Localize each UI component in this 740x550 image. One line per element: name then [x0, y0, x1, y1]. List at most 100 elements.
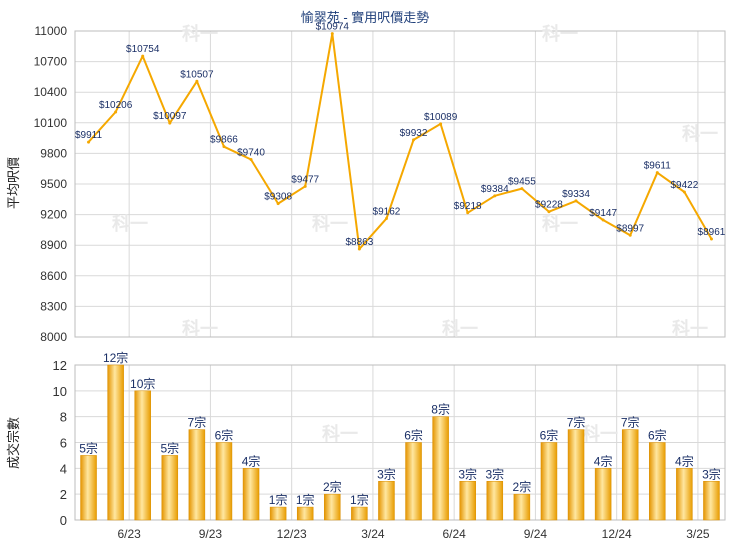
price-data-label: $9477	[291, 174, 319, 185]
volume-plot-border	[74, 364, 726, 521]
price-y-tick-labels: 8000 8300 8600 8900 9200 9500 9800 10100 10400 10…	[34, 24, 68, 344]
volume-bar	[405, 442, 422, 521]
volume-y-tick-label: 4	[60, 461, 67, 476]
volume-bar	[269, 506, 287, 521]
price-point	[412, 138, 416, 142]
volume-bar	[676, 468, 693, 521]
price-point	[709, 237, 713, 241]
watermark-text: 科一	[542, 23, 578, 44]
price-y-tick-label: 9200	[40, 208, 67, 222]
price-y-tick-label: 8000	[40, 330, 67, 344]
volume-bar	[296, 506, 314, 521]
price-data-label: $10507	[180, 69, 214, 80]
watermark-text: 科一	[582, 423, 618, 444]
volume-bar	[324, 493, 341, 521]
price-point	[439, 122, 443, 126]
volume-bar	[432, 416, 449, 521]
price-point	[574, 199, 578, 203]
price-data-label: $10206	[99, 100, 133, 111]
volume-y-tick-label: 2	[60, 487, 67, 502]
price-data-label: $9866	[210, 135, 238, 146]
volume-bar	[80, 455, 97, 521]
price-data-label: $9932	[400, 128, 428, 139]
price-data-label: $8863	[345, 237, 373, 248]
price-point	[493, 194, 497, 198]
price-y-tick-label: 9500	[40, 177, 67, 191]
price-y-tick-label: 10700	[34, 55, 68, 69]
volume-bar	[513, 493, 531, 521]
price-point	[601, 218, 605, 222]
volume-data-label: 1宗	[269, 492, 288, 507]
volume-bar	[649, 442, 666, 521]
volume-bar	[242, 468, 260, 521]
x-tick-label: 9/24	[524, 527, 548, 541]
price-data-labels: $9911 $10206 $10754 $10097 $10507 $9866 $9740 $…	[75, 22, 726, 248]
volume-data-label: 6宗	[404, 428, 423, 443]
watermark-text: 科一	[682, 123, 718, 144]
price-point	[466, 211, 470, 215]
x-tick-label: 6/24	[442, 527, 466, 541]
price-y-axis-label: 平均呎價	[6, 157, 21, 209]
volume-data-label: 5宗	[79, 440, 98, 455]
price-point	[141, 54, 145, 58]
volume-y-tick-label: 12	[53, 358, 67, 373]
volume-data-label: 3宗	[377, 466, 396, 481]
volume-bar	[107, 364, 124, 521]
price-point	[303, 184, 307, 188]
price-data-label: $9384	[481, 184, 509, 195]
volume-y-tick-label: 0	[60, 513, 67, 528]
volume-bar	[161, 455, 179, 521]
price-point	[168, 121, 172, 125]
price-point	[682, 190, 686, 194]
volume-data-label: 4宗	[594, 453, 613, 468]
x-tick-label: 6/23	[117, 527, 141, 541]
price-data-label: $9455	[508, 177, 536, 188]
price-data-label: $9334	[562, 189, 590, 200]
x-tick-label: 3/24	[361, 527, 385, 541]
volume-y-tick-label: 8	[60, 410, 67, 425]
volume-y-tick-label: 10	[53, 384, 67, 399]
volume-data-label: 8宗	[431, 402, 450, 417]
volume-bar	[486, 481, 504, 521]
volume-data-label: 6宗	[540, 428, 559, 443]
volume-bar	[703, 481, 720, 521]
watermark-text: 科一	[312, 213, 348, 234]
volume-bars	[80, 364, 720, 521]
price-point	[195, 79, 199, 83]
watermark-text: 科一	[442, 318, 478, 339]
volume-bar	[351, 506, 368, 521]
price-data-label: $9162	[373, 206, 401, 217]
volume-bar	[540, 442, 558, 521]
watermark-text: 科一	[672, 318, 708, 339]
price-line-series	[87, 32, 713, 251]
volume-data-label: 4宗	[242, 453, 261, 468]
volume-data-label: 5宗	[160, 440, 179, 455]
price-data-label: $9422	[670, 180, 698, 191]
volume-data-label: 6宗	[215, 428, 234, 443]
volume-bar	[378, 481, 395, 521]
watermark-text: 科一	[112, 213, 148, 234]
price-point	[655, 171, 659, 175]
price-point	[547, 210, 551, 214]
price-data-label: $8997	[616, 223, 644, 234]
price-y-tick-label: 8600	[40, 269, 67, 283]
price-data-label: $9740	[237, 148, 265, 159]
price-point	[114, 110, 118, 114]
volume-bar	[188, 429, 206, 521]
volume-data-label: 3宗	[485, 466, 504, 481]
volume-data-label: 2宗	[513, 479, 532, 494]
watermark-text: 科一	[542, 213, 578, 234]
price-grid	[74, 30, 726, 338]
price-point	[249, 158, 253, 162]
volume-bar	[594, 468, 612, 521]
volume-data-label: 7宗	[188, 415, 207, 430]
volume-data-label: 3宗	[702, 466, 721, 481]
price-data-label: $9218	[454, 201, 482, 212]
price-point	[357, 247, 361, 251]
volume-bar	[215, 442, 233, 521]
volume-data-label: 4宗	[675, 453, 694, 468]
price-point	[330, 32, 334, 36]
